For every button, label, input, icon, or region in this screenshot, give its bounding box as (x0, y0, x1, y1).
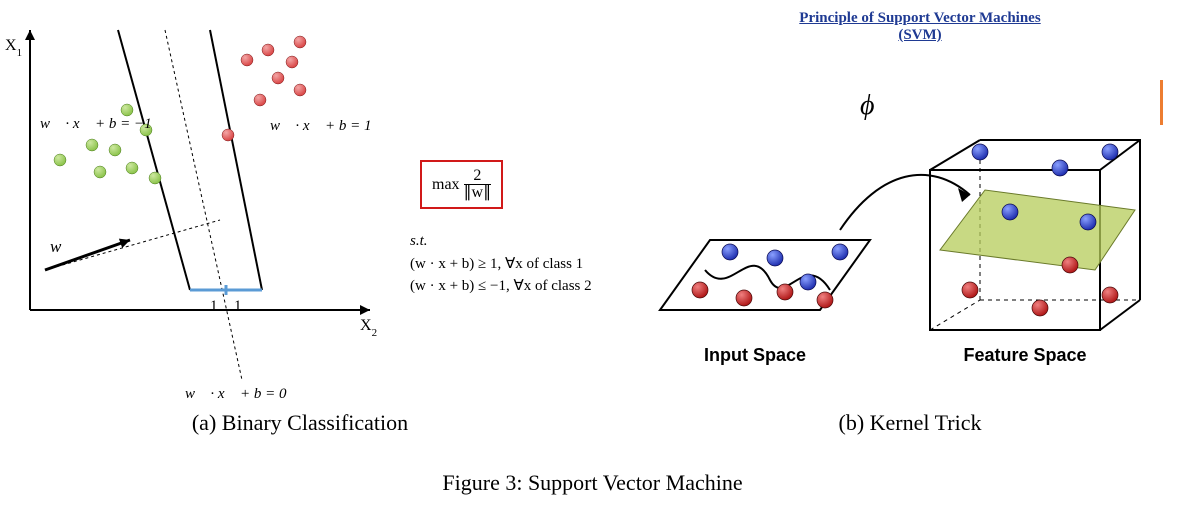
formula-numerator: 2 (473, 168, 481, 184)
left-plot-svg: w⃗ · x⃗ + b = −1 w⃗ · x⃗ + b = 1 w⃗ · x⃗ +… (0, 0, 390, 405)
svg-text:w⃗ · x⃗ + b = −1: w⃗ · x⃗ + b = −1 (40, 116, 152, 132)
svg-text:w⃗ · x⃗ + b = 1: w⃗ · x⃗ + b = 1 (270, 118, 372, 134)
panel-kernel-trick: Principle of Support Vector Machines (SV… (640, 0, 1160, 410)
panel-binary-classification: w⃗ · x⃗ + b = −1 w⃗ · x⃗ + b = 1 w⃗ · x⃗ +… (0, 0, 600, 410)
title-line-1: Principle of Support Vector Machines (760, 10, 1080, 27)
st-text: s.t. (410, 230, 592, 253)
figure-container: w⃗ · x⃗ + b = −1 w⃗ · x⃗ + b = 1 w⃗ · x⃗ +… (0, 0, 1185, 517)
constraint-1: (w · x + b) ≥ 1, ∀x of class 1 (410, 253, 592, 276)
formula-denominator: ∥w∥ (464, 185, 492, 201)
subcaption-a: (a) Binary Classification (100, 410, 500, 436)
svg-text:1: 1 (234, 298, 242, 314)
svm-principle-title: Principle of Support Vector Machines (SV… (760, 10, 1080, 44)
input-space-label: Input Space (670, 345, 840, 366)
feature-space-label: Feature Space (920, 345, 1130, 366)
svg-text:w⃗: w⃗ (50, 237, 75, 256)
svg-text:w⃗ · x⃗ + b = 0: w⃗ · x⃗ + b = 0 (185, 386, 287, 402)
subcaption-b: (b) Kernel Trick (700, 410, 1120, 436)
max-text: max (432, 176, 460, 194)
svg-text:1: 1 (210, 298, 218, 314)
svg-text:X1: X1 (5, 37, 22, 59)
orange-cursor-bar (1160, 80, 1163, 125)
svg-text:X2: X2 (360, 317, 377, 339)
figure-caption: Figure 3: Support Vector Machine (0, 470, 1185, 496)
objective-formula-box: max 2 ∥w∥ (420, 160, 503, 209)
constraints-block: s.t. (w · x + b) ≥ 1, ∀x of class 1 (w ·… (410, 230, 592, 298)
right-diagram-svg (640, 40, 1160, 380)
constraint-2: (w · x + b) ≤ −1, ∀x of class 2 (410, 275, 592, 298)
